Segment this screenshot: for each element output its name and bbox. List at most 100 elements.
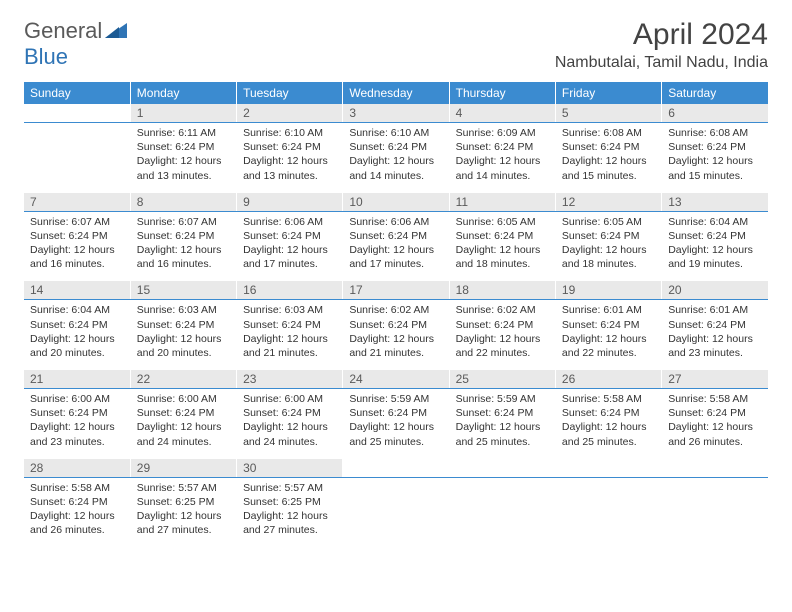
day-header-tuesday: Tuesday	[237, 82, 343, 104]
daylight-line: Daylight: 12 hours and 17 minutes.	[349, 243, 442, 271]
daylight-line: Daylight: 12 hours and 27 minutes.	[243, 509, 336, 537]
date-cell: 1	[130, 104, 236, 123]
date-cell	[662, 459, 768, 478]
day-cell: Sunrise: 6:09 AMSunset: 6:24 PMDaylight:…	[449, 123, 555, 193]
date-cell: 17	[343, 281, 449, 300]
sunset-line: Sunset: 6:24 PM	[30, 495, 124, 509]
calendar-page: GeneralBlue April 2024 Nambutalai, Tamil…	[0, 0, 792, 565]
content-row: Sunrise: 6:07 AMSunset: 6:24 PMDaylight:…	[24, 211, 768, 281]
sunset-line: Sunset: 6:24 PM	[349, 229, 442, 243]
header: GeneralBlue April 2024 Nambutalai, Tamil…	[24, 18, 768, 72]
sunrise-line: Sunrise: 6:04 AM	[30, 303, 124, 317]
daylight-line: Daylight: 12 hours and 18 minutes.	[456, 243, 549, 271]
sunset-line: Sunset: 6:24 PM	[562, 318, 655, 332]
sunrise-line: Sunrise: 6:06 AM	[349, 215, 442, 229]
date-cell	[24, 104, 130, 123]
sunrise-line: Sunrise: 5:57 AM	[243, 481, 336, 495]
daylight-line: Daylight: 12 hours and 25 minutes.	[456, 420, 549, 448]
sunrise-line: Sunrise: 6:04 AM	[668, 215, 762, 229]
sunset-line: Sunset: 6:24 PM	[562, 406, 655, 420]
sunrise-line: Sunrise: 6:03 AM	[137, 303, 230, 317]
daylight-line: Daylight: 12 hours and 18 minutes.	[562, 243, 655, 271]
logo: GeneralBlue	[24, 18, 127, 70]
day-cell: Sunrise: 6:08 AMSunset: 6:24 PMDaylight:…	[662, 123, 768, 193]
daylight-line: Daylight: 12 hours and 26 minutes.	[30, 509, 124, 537]
sunset-line: Sunset: 6:24 PM	[456, 229, 549, 243]
day-cell	[24, 123, 130, 193]
date-cell: 10	[343, 193, 449, 212]
day-cell: Sunrise: 5:57 AMSunset: 6:25 PMDaylight:…	[237, 477, 343, 547]
date-row: 78910111213	[24, 193, 768, 212]
day-cell: Sunrise: 6:06 AMSunset: 6:24 PMDaylight:…	[237, 211, 343, 281]
daylight-line: Daylight: 12 hours and 17 minutes.	[243, 243, 336, 271]
page-title: April 2024	[555, 18, 768, 52]
sunrise-line: Sunrise: 6:10 AM	[349, 126, 442, 140]
sunset-line: Sunset: 6:24 PM	[668, 229, 762, 243]
sunrise-line: Sunrise: 5:59 AM	[456, 392, 549, 406]
daylight-line: Daylight: 12 hours and 21 minutes.	[349, 332, 442, 360]
daylight-line: Daylight: 12 hours and 27 minutes.	[137, 509, 230, 537]
daylight-line: Daylight: 12 hours and 25 minutes.	[349, 420, 442, 448]
day-cell: Sunrise: 6:00 AMSunset: 6:24 PMDaylight:…	[130, 389, 236, 459]
sunrise-line: Sunrise: 6:01 AM	[562, 303, 655, 317]
daylight-line: Daylight: 12 hours and 16 minutes.	[30, 243, 124, 271]
date-cell	[343, 459, 449, 478]
day-cell: Sunrise: 5:58 AMSunset: 6:24 PMDaylight:…	[24, 477, 130, 547]
sunrise-line: Sunrise: 6:00 AM	[243, 392, 336, 406]
day-header-wednesday: Wednesday	[343, 82, 449, 104]
content-row: Sunrise: 6:11 AMSunset: 6:24 PMDaylight:…	[24, 123, 768, 193]
day-cell: Sunrise: 6:10 AMSunset: 6:24 PMDaylight:…	[237, 123, 343, 193]
daylight-line: Daylight: 12 hours and 15 minutes.	[562, 154, 655, 182]
sunset-line: Sunset: 6:24 PM	[562, 140, 655, 154]
sunset-line: Sunset: 6:24 PM	[456, 406, 549, 420]
daylight-line: Daylight: 12 hours and 23 minutes.	[30, 420, 124, 448]
location-text: Nambutalai, Tamil Nadu, India	[555, 54, 768, 72]
sunrise-line: Sunrise: 6:05 AM	[562, 215, 655, 229]
sunrise-line: Sunrise: 5:58 AM	[668, 392, 762, 406]
day-cell	[449, 477, 555, 547]
sunrise-line: Sunrise: 6:10 AM	[243, 126, 336, 140]
day-cell: Sunrise: 5:58 AMSunset: 6:24 PMDaylight:…	[662, 389, 768, 459]
sunrise-line: Sunrise: 6:06 AM	[243, 215, 336, 229]
calendar-body: 123456Sunrise: 6:11 AMSunset: 6:24 PMDay…	[24, 104, 768, 547]
day-header-row: SundayMondayTuesdayWednesdayThursdayFrid…	[24, 82, 768, 104]
date-cell: 26	[555, 370, 661, 389]
sunset-line: Sunset: 6:24 PM	[562, 229, 655, 243]
sunset-line: Sunset: 6:24 PM	[243, 406, 336, 420]
sunrise-line: Sunrise: 6:03 AM	[243, 303, 336, 317]
sunset-line: Sunset: 6:24 PM	[243, 229, 336, 243]
date-cell: 2	[237, 104, 343, 123]
day-header-friday: Friday	[555, 82, 661, 104]
title-block: April 2024 Nambutalai, Tamil Nadu, India	[555, 18, 768, 72]
daylight-line: Daylight: 12 hours and 13 minutes.	[243, 154, 336, 182]
content-row: Sunrise: 5:58 AMSunset: 6:24 PMDaylight:…	[24, 477, 768, 547]
date-row: 282930	[24, 459, 768, 478]
date-cell: 20	[662, 281, 768, 300]
sunrise-line: Sunrise: 6:02 AM	[349, 303, 442, 317]
sunset-line: Sunset: 6:24 PM	[137, 229, 230, 243]
logo-text-part2: Blue	[24, 44, 68, 69]
day-cell: Sunrise: 6:05 AMSunset: 6:24 PMDaylight:…	[555, 211, 661, 281]
day-cell: Sunrise: 6:05 AMSunset: 6:24 PMDaylight:…	[449, 211, 555, 281]
sunrise-line: Sunrise: 6:00 AM	[30, 392, 124, 406]
sunset-line: Sunset: 6:24 PM	[668, 406, 762, 420]
sunset-line: Sunset: 6:24 PM	[137, 140, 230, 154]
day-cell: Sunrise: 5:57 AMSunset: 6:25 PMDaylight:…	[130, 477, 236, 547]
sunrise-line: Sunrise: 5:58 AM	[30, 481, 124, 495]
date-cell: 19	[555, 281, 661, 300]
daylight-line: Daylight: 12 hours and 14 minutes.	[349, 154, 442, 182]
date-cell: 9	[237, 193, 343, 212]
date-cell: 29	[130, 459, 236, 478]
date-cell: 22	[130, 370, 236, 389]
sunset-line: Sunset: 6:24 PM	[668, 140, 762, 154]
date-cell: 8	[130, 193, 236, 212]
date-cell: 25	[449, 370, 555, 389]
sunset-line: Sunset: 6:24 PM	[243, 140, 336, 154]
content-row: Sunrise: 6:00 AMSunset: 6:24 PMDaylight:…	[24, 389, 768, 459]
sunset-line: Sunset: 6:24 PM	[137, 406, 230, 420]
day-cell: Sunrise: 6:01 AMSunset: 6:24 PMDaylight:…	[555, 300, 661, 370]
sunset-line: Sunset: 6:24 PM	[349, 318, 442, 332]
daylight-line: Daylight: 12 hours and 22 minutes.	[456, 332, 549, 360]
day-cell: Sunrise: 6:03 AMSunset: 6:24 PMDaylight:…	[237, 300, 343, 370]
day-cell	[555, 477, 661, 547]
